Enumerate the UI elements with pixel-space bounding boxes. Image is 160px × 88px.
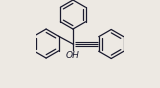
- Text: OH: OH: [66, 51, 80, 60]
